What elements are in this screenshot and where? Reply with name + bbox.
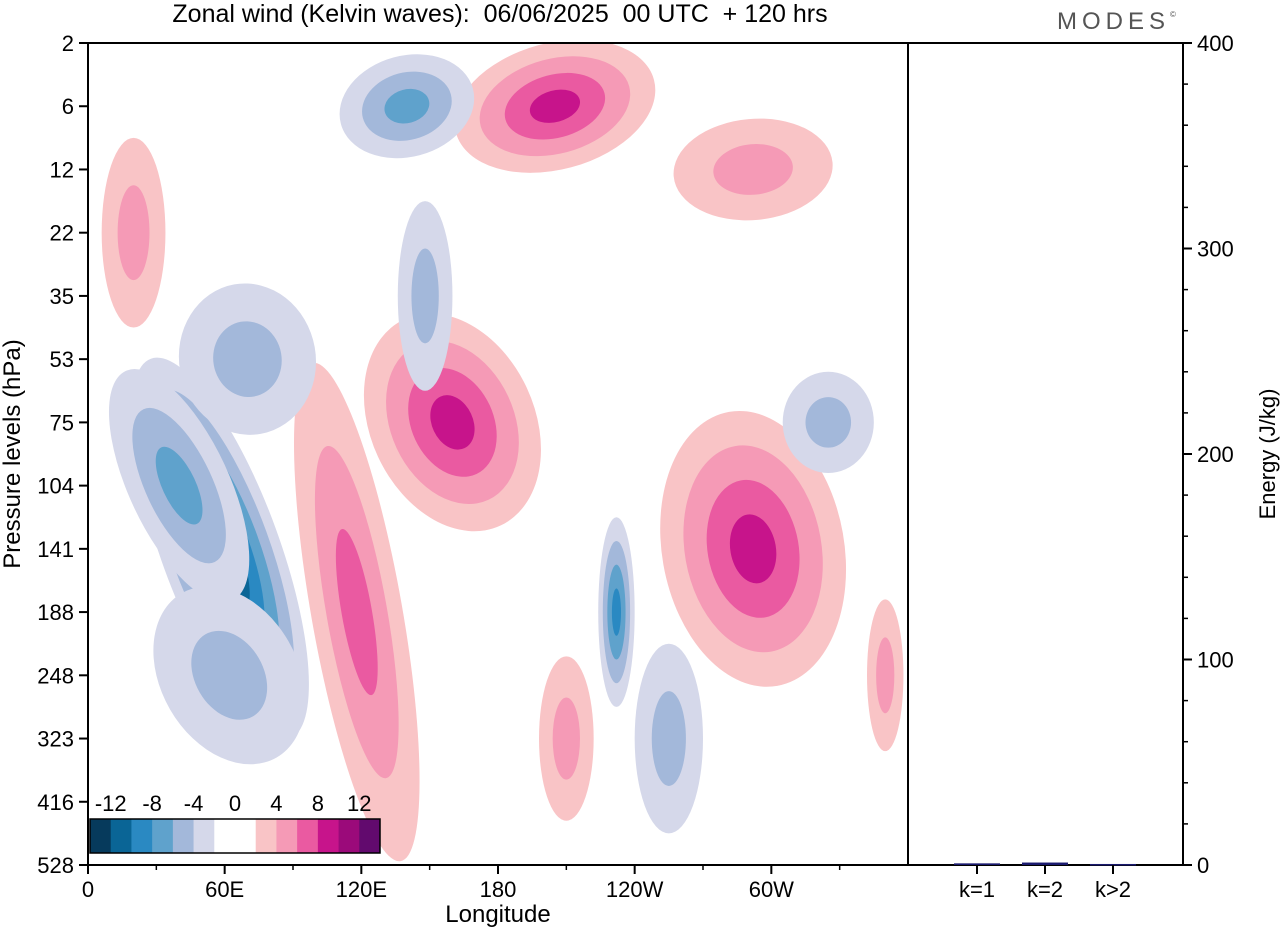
wind-contours — [101, 43, 904, 862]
energy-x-axis: k=1 k=2 k>2 — [959, 865, 1131, 902]
y-axis: 2 6 12 22 35 53 75 104 141 188 248 323 416 528 — [37, 31, 88, 878]
y-tick-label-10: 248 — [37, 663, 74, 688]
colorbar-label-1: -8 — [142, 791, 162, 816]
x-tick-label-0: 0 — [82, 877, 94, 902]
contour-band-1-2 — [155, 446, 203, 525]
y-tick-label-7: 104 — [37, 474, 74, 499]
contour-band-9-1 — [117, 185, 150, 281]
colorbar-label-2: -4 — [184, 791, 204, 816]
colorbar-swatch-8 — [255, 819, 277, 853]
colorbar-swatch-2 — [131, 819, 153, 853]
y-tick-label-13: 528 — [37, 853, 74, 878]
colorbar-swatch-0 — [90, 819, 112, 853]
contour-band-3-3 — [430, 395, 475, 450]
y-tick-label-8: 141 — [37, 537, 74, 562]
y-tick-label-0: 2 — [62, 31, 74, 56]
energy-tick-label-3: 300 — [1197, 237, 1234, 262]
contour-band-15-1 — [191, 630, 268, 720]
y-tick-label-2: 12 — [50, 157, 74, 182]
contour-band-16-1 — [651, 691, 686, 786]
y-tick-label-4: 35 — [50, 284, 74, 309]
y-tick-label-1: 6 — [62, 94, 74, 119]
colorbar-swatch-13 — [359, 819, 381, 853]
energy-tick-label-2: 200 — [1197, 442, 1234, 467]
energy-tick-label-4: 400 — [1197, 31, 1234, 56]
colorbar-label-4: 4 — [270, 791, 282, 816]
contour-band-4-3 — [729, 514, 777, 584]
y-tick-label-9: 188 — [37, 600, 74, 625]
energy-axis-label: Energy (J/kg) — [1255, 389, 1280, 520]
colorbar-swatch-5 — [193, 819, 215, 853]
energy-y-axis: 0 100 200 300 400 — [1183, 31, 1234, 878]
energy-x-label-1: k=2 — [1027, 877, 1063, 902]
contour-band-13-1 — [876, 637, 895, 714]
colorbar-label-3: 0 — [229, 791, 241, 816]
logo-text: MODES — [1057, 8, 1171, 35]
contour-band-2-2 — [335, 529, 378, 696]
energy-x-label-2: k>2 — [1095, 877, 1131, 902]
x-tick-label-4: 120W — [606, 877, 664, 902]
colorbar-label-5: 8 — [312, 791, 324, 816]
colorbar-swatch-7 — [235, 819, 257, 853]
x-tick-label-2: 120E — [336, 877, 387, 902]
x-tick-label-3: 180 — [480, 877, 517, 902]
energy-bars — [954, 862, 1136, 866]
contour-band-5-3 — [611, 588, 621, 636]
energy-bar-2 — [1090, 863, 1136, 866]
modes-logo: MODES© — [1057, 8, 1176, 36]
colorbar-swatch-12 — [338, 819, 360, 853]
y-tick-label-3: 22 — [50, 221, 74, 246]
energy-plot-frame — [907, 42, 1184, 866]
contour-band-11-1 — [411, 248, 439, 344]
x-axis-label: Longitude — [445, 901, 550, 928]
colorbar-swatch-3 — [152, 819, 174, 853]
colorbar-frame — [89, 818, 381, 854]
x-tick-label-5: 60W — [749, 877, 794, 902]
contour-band-12-1 — [552, 697, 580, 780]
y-tick-label-6: 75 — [50, 410, 74, 435]
colorbar-swatch-9 — [276, 819, 298, 853]
contour-band-7-2 — [384, 88, 430, 124]
y-tick-label-11: 323 — [37, 727, 74, 752]
colorbar-label-0: -12 — [95, 791, 127, 816]
colorbar-swatch-4 — [172, 819, 194, 853]
x-axis: 0 60E 120E 180 120W 60W — [82, 865, 841, 902]
colorbar-swatch-11 — [317, 819, 339, 853]
colorbar-label-6: 12 — [347, 791, 371, 816]
y-axis-label: Pressure levels (hPa) — [0, 339, 26, 568]
x-tick-label-1: 60E — [205, 877, 244, 902]
energy-bar-0 — [954, 863, 1000, 865]
colorbar-swatch-1 — [110, 819, 132, 853]
y-tick-label-5: 53 — [50, 347, 74, 372]
colorbar: -12 -8 -4 0 4 8 12 — [89, 791, 381, 854]
energy-bar-1 — [1022, 862, 1068, 865]
energy-x-label-0: k=1 — [959, 877, 995, 902]
copyright-mark: © — [1170, 10, 1176, 19]
contour-band-10-1 — [713, 144, 793, 195]
contour-band-8-1 — [213, 321, 282, 397]
chart-title: Zonal wind (Kelvin waves): 06/06/2025 00… — [172, 0, 828, 28]
contour-band-14-1 — [805, 397, 852, 448]
energy-tick-label-0: 0 — [1197, 853, 1209, 878]
contour-band-6-3 — [529, 89, 581, 123]
energy-tick-label-1: 100 — [1197, 648, 1234, 673]
y-tick-label-12: 416 — [37, 790, 74, 815]
colorbar-swatch-10 — [297, 819, 319, 853]
colorbar-swatch-6 — [214, 819, 236, 853]
